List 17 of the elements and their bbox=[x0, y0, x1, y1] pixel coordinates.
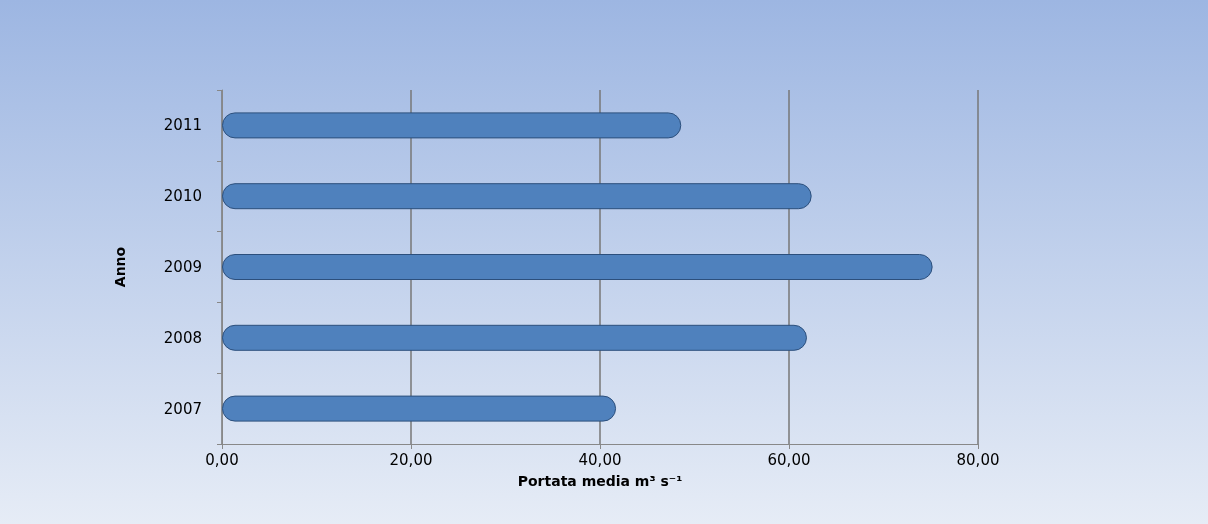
bar bbox=[222, 324, 807, 351]
x-tick-label: 0,00 bbox=[205, 450, 239, 469]
x-tick-label: 20,00 bbox=[389, 450, 433, 469]
bar bbox=[222, 395, 617, 422]
x-tick-label: 80,00 bbox=[956, 450, 1000, 469]
y-axis-title: Anno bbox=[112, 246, 128, 288]
x-tick-label: 40,00 bbox=[578, 450, 622, 469]
y-tick-label: 2010 bbox=[163, 187, 202, 206]
bar bbox=[222, 183, 812, 210]
x-axis-title: Portata media m³ s⁻¹ bbox=[517, 473, 683, 489]
y-tick-label: 2008 bbox=[163, 328, 202, 347]
y-tick-label: 2011 bbox=[163, 116, 202, 135]
bar bbox=[222, 254, 933, 280]
y-tick-label: 2009 bbox=[163, 258, 202, 276]
x-tick-label: 60,00 bbox=[767, 450, 811, 469]
bar bbox=[222, 112, 682, 139]
y-tick-label: 2007 bbox=[163, 399, 202, 418]
